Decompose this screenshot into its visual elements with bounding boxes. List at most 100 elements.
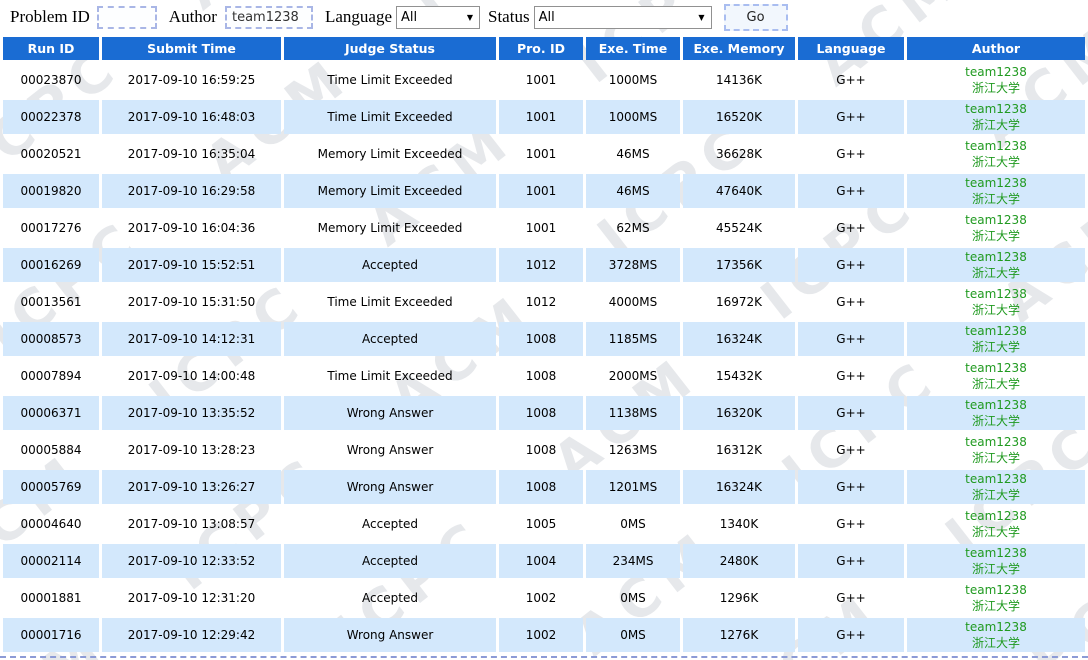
exe-time-cell: 62MS — [616, 221, 650, 235]
problem-id-link[interactable]: 1008 — [525, 443, 557, 457]
author-school: 浙江大学 — [971, 303, 1020, 317]
column-header-judge-status: Judge Status — [284, 37, 496, 60]
language-link[interactable]: G++ — [836, 73, 866, 87]
problem-id-input[interactable] — [96, 5, 157, 29]
author-link[interactable]: team1238 — [965, 620, 1027, 634]
language-link[interactable]: G++ — [836, 221, 866, 235]
problem-id-link[interactable]: 1012 — [499, 248, 583, 282]
language-link[interactable]: G++ — [798, 248, 904, 282]
exe-memory-cell: 47640K — [683, 174, 795, 208]
exe-memory-cell: 15432K — [715, 369, 763, 383]
author-cell: team1238 浙江大学 — [907, 248, 1085, 282]
author-school: 浙江大学 — [971, 599, 1020, 613]
author-school: 浙江大学 — [971, 192, 1020, 206]
language-link[interactable]: G++ — [798, 174, 904, 208]
exe-memory-cell: 1276K — [683, 618, 795, 652]
submission-row: 00007894 2017-09-10 14:00:48 Time Limit Ex… — [3, 359, 1085, 393]
problem-id-link[interactable]: 1008 — [499, 470, 583, 504]
problem-id-link[interactable]: 1012 — [525, 295, 557, 309]
author-school: 浙江大学 — [971, 266, 1020, 280]
exe-memory-cell: 16972K — [715, 295, 763, 309]
language-link[interactable]: G++ — [836, 295, 866, 309]
submission-row: 00001881 2017-09-10 12:31:20 Accepted 1002 0… — [3, 581, 1085, 615]
submit-time-cell: 2017-09-10 12:29:42 — [102, 618, 281, 652]
language-link[interactable]: G++ — [836, 517, 866, 531]
language-link[interactable]: G++ — [836, 591, 866, 605]
judge-status-cell: Memory Limit Exceeded — [284, 174, 496, 208]
author-link[interactable]: team1238 — [965, 287, 1027, 301]
submit-time-cell: 2017-09-10 13:28:23 — [127, 443, 256, 457]
author-cell: team1238 浙江大学 — [907, 359, 1085, 393]
author-link[interactable]: team1238 — [965, 472, 1027, 486]
exe-memory-cell: 14136K — [715, 73, 763, 87]
language-link[interactable]: G++ — [798, 618, 904, 652]
problem-id-link[interactable]: 1002 — [525, 591, 557, 605]
column-header-language: Language — [798, 37, 904, 60]
exe-time-cell: 1185MS — [586, 322, 680, 356]
author-link[interactable]: team1238 — [965, 65, 1027, 79]
author-link[interactable]: team1238 — [965, 250, 1027, 264]
run-id-cell: 00017276 — [20, 221, 82, 235]
author-link[interactable]: team1238 — [965, 546, 1027, 560]
problem-id-link[interactable]: 1001 — [525, 147, 557, 161]
language-link[interactable]: G++ — [836, 369, 866, 383]
problem-id-label: Problem ID — [10, 7, 90, 26]
problem-id-link[interactable]: 1008 — [499, 396, 583, 430]
submit-time-cell: 2017-09-10 15:31:50 — [127, 295, 256, 309]
author-link[interactable]: team1238 — [965, 139, 1027, 153]
author-cell: team1238 浙江大学 — [907, 211, 1085, 245]
problem-id-link[interactable]: 1008 — [499, 322, 583, 356]
problem-id-link[interactable]: 1001 — [525, 73, 557, 87]
language-link[interactable]: G++ — [836, 443, 866, 457]
author-link[interactable]: team1238 — [965, 213, 1027, 227]
author-link[interactable]: team1238 — [965, 435, 1027, 449]
language-link[interactable]: G++ — [798, 322, 904, 356]
author-link[interactable]: team1238 — [965, 509, 1027, 523]
run-id-cell: 00022378 — [3, 100, 99, 134]
run-id-cell: 00013561 — [20, 295, 82, 309]
exe-memory-cell: 16320K — [683, 396, 795, 430]
author-link[interactable]: team1238 — [965, 398, 1027, 412]
language-link[interactable]: G++ — [798, 470, 904, 504]
problem-id-link[interactable]: 1001 — [525, 221, 557, 235]
author-input[interactable] — [224, 5, 313, 29]
problem-id-link[interactable]: 1001 — [499, 174, 583, 208]
author-link[interactable]: team1238 — [965, 102, 1027, 116]
author-cell: team1238 浙江大学 — [907, 581, 1085, 615]
language-link[interactable]: G++ — [798, 396, 904, 430]
language-select[interactable]: All ▼ — [396, 5, 480, 29]
language-link[interactable]: G++ — [836, 147, 866, 161]
problem-id-link[interactable]: 1001 — [499, 100, 583, 134]
language-link[interactable]: G++ — [798, 100, 904, 134]
author-school: 浙江大学 — [971, 414, 1020, 428]
author-cell: team1238 浙江大学 — [907, 285, 1085, 319]
author-school: 浙江大学 — [971, 118, 1020, 132]
problem-id-link[interactable]: 1008 — [525, 369, 557, 383]
exe-time-cell: 3728MS — [586, 248, 680, 282]
go-button[interactable]: Go — [723, 3, 788, 31]
author-cell: team1238 浙江大学 — [907, 396, 1085, 430]
author-link[interactable]: team1238 — [965, 176, 1027, 190]
language-link[interactable]: G++ — [798, 544, 904, 578]
judge-status-cell: Accepted — [284, 248, 496, 282]
problem-id-link[interactable]: 1004 — [499, 544, 583, 578]
language-label: Language — [324, 7, 392, 26]
run-id-cell: 00005884 — [20, 443, 82, 457]
run-id-cell: 00001716 — [3, 618, 99, 652]
author-link[interactable]: team1238 — [965, 324, 1027, 338]
submission-row: 00005884 2017-09-10 13:28:23 Wrong Answer 1… — [3, 433, 1085, 467]
problem-id-link[interactable]: 1005 — [525, 517, 557, 531]
judge-status-cell: Wrong Answer — [284, 396, 496, 430]
run-id-cell: 00004640 — [20, 517, 82, 531]
status-select[interactable]: All ▼ — [533, 5, 712, 29]
judge-status-cell: Time Limit Exceeded — [327, 73, 453, 87]
column-header-exe-time: Exe. Time — [586, 37, 680, 60]
author-link[interactable]: team1238 — [965, 583, 1027, 597]
author-link[interactable]: team1238 — [965, 361, 1027, 375]
judge-status-cell: Memory Limit Exceeded — [317, 147, 463, 161]
author-school: 浙江大学 — [971, 636, 1020, 650]
judge-status-cell: Accepted — [362, 591, 418, 605]
filter-bar: Problem ID Author Language All ▼ Status … — [0, 0, 1088, 34]
problem-id-link[interactable]: 1002 — [499, 618, 583, 652]
run-id-cell: 00006371 — [3, 396, 99, 430]
